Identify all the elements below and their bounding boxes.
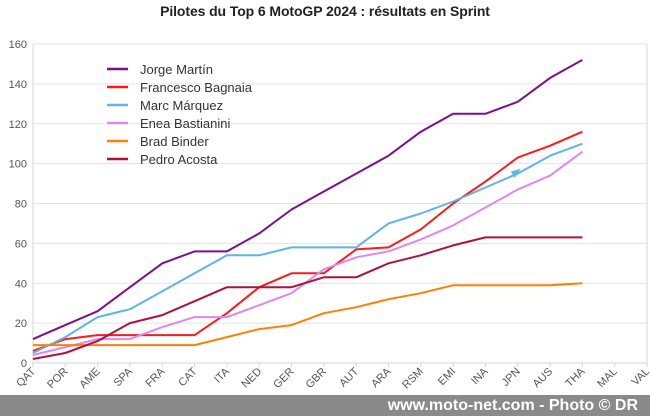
series-line-4: [33, 282, 583, 347]
y-tick-label: 60: [15, 238, 27, 250]
chart-title: Pilotes du Top 6 MotoGP 2024 : résultats…: [160, 3, 490, 19]
x-tick-label: THA: [563, 365, 588, 390]
x-tick-label: JPN: [500, 366, 523, 389]
photo-credit-bar: www.moto-net.com - Photo © DR: [0, 395, 650, 416]
y-tick-label: 120: [9, 119, 27, 131]
y-tick-label: 160: [9, 39, 27, 51]
x-tick-label: GER: [271, 366, 296, 391]
series-line-0: [32, 59, 583, 341]
x-tick-label: FRA: [143, 365, 168, 390]
x-tick-label: MAL: [595, 366, 619, 390]
legend: Jorge Martín Francesco Bagnaia Marc Márque…: [107, 62, 253, 167]
x-tick-label: AUT: [337, 365, 361, 389]
legend-label: Enea Bastianini: [140, 116, 230, 131]
legend-label: Marc Márquez: [140, 98, 223, 113]
x-tick-label: QAT: [14, 365, 38, 389]
cursor-arrow-icon: [510, 168, 521, 178]
x-tick-label: CAT: [176, 365, 200, 389]
x-tick-label: VAL: [630, 366, 650, 389]
series-line-5: [32, 236, 583, 360]
y-tick-label: 20: [15, 318, 27, 330]
x-tick-label: ARA: [369, 365, 394, 390]
x-tick-label: SPA: [112, 365, 136, 389]
x-tick-label: INA: [469, 365, 491, 387]
y-tick-label: 80: [15, 199, 27, 211]
chart-area: 0 20 40 60 80 100 120 140 160 QAT POR AME SPA FRA CAT…: [9, 39, 650, 391]
x-tick-label: AME: [77, 366, 102, 391]
legend-label: Francesco Bagnaia: [140, 80, 253, 95]
x-tick-label: RSM: [400, 366, 426, 392]
x-tick-label: EMI: [436, 366, 458, 388]
legend-label: Brad Binder: [140, 134, 209, 149]
x-axis-ticks: QAT POR AME SPA FRA CAT ITA NED GER GBR AUT ARA RSM E…: [14, 363, 650, 391]
x-tick-label: AUS: [531, 366, 555, 390]
y-axis-ticks: 0 20 40 60 80 100 120 140 160: [9, 39, 27, 370]
y-tick-label: 140: [9, 79, 27, 91]
legend-label: Pedro Acosta: [140, 152, 218, 167]
x-tick-label: ITA: [212, 365, 232, 385]
grid-lines: [33, 43, 647, 364]
x-tick-label: NED: [239, 366, 264, 391]
y-tick-label: 100: [9, 159, 27, 171]
photo-credit: www.moto-net.com - Photo © DR: [387, 397, 638, 414]
x-tick-label: POR: [45, 366, 70, 391]
x-tick-label: GBR: [304, 366, 329, 391]
series-lines: [32, 59, 583, 360]
series-line-2: [32, 142, 583, 354]
legend-label: Jorge Martín: [140, 62, 213, 77]
y-tick-label: 0: [21, 358, 27, 370]
series-line-1: [32, 130, 583, 352]
axes: [32, 44, 648, 364]
y-tick-label: 40: [15, 278, 27, 290]
